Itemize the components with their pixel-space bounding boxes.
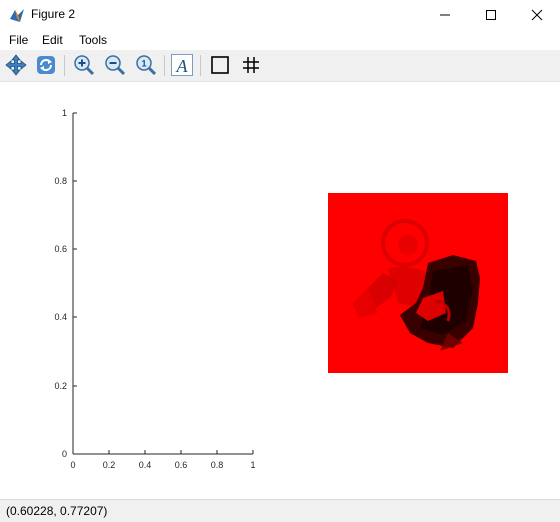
maximize-icon: [486, 10, 496, 20]
x-tick-label: 0.6: [175, 460, 188, 470]
minimize-button[interactable]: [422, 0, 468, 30]
maximize-button[interactable]: [468, 0, 514, 30]
figure-canvas[interactable]: 0 0.2 0.4 0.6 0.8 1 0 0.2 0.4 0.6 0.8 1: [0, 82, 560, 499]
window-title: Figure 2: [31, 7, 76, 21]
x-tick-label: 0: [70, 460, 75, 470]
y-tick-label: 0.2: [54, 381, 67, 391]
matlab-figure-icon: [8, 6, 26, 24]
close-button[interactable]: [514, 0, 560, 30]
menu-tools[interactable]: Tools: [79, 33, 108, 47]
toolbar-separator: [64, 55, 65, 76]
minimize-icon: [440, 14, 450, 16]
rotate-icon[interactable]: [34, 53, 58, 77]
toolbar: 1 A: [0, 50, 560, 82]
menu-file[interactable]: File: [9, 33, 29, 47]
x-tick-label: 0.4: [139, 460, 152, 470]
grid-toggle-icon[interactable]: [239, 53, 263, 77]
svg-text:1: 1: [141, 59, 146, 69]
close-icon: [531, 9, 543, 21]
cursor-coordinates: (0.60228, 0.77207): [6, 504, 108, 518]
zoom-in-icon[interactable]: [72, 53, 96, 77]
title-bar: Figure 2: [0, 0, 560, 30]
x-ticks: [72, 450, 254, 454]
y-tick-label: 1: [62, 108, 67, 118]
pan-icon[interactable]: [4, 53, 28, 77]
y-tick-label: 0.6: [54, 244, 67, 254]
y-tick-label: 0.4: [54, 312, 67, 322]
x-tick-label: 0.2: [103, 460, 116, 470]
y-ticks: [73, 112, 77, 455]
insert-text-icon[interactable]: A: [170, 53, 194, 77]
zoom-out-icon[interactable]: [103, 53, 127, 77]
zoom-reset-icon[interactable]: 1: [134, 53, 158, 77]
x-tick-label: 0.8: [211, 460, 224, 470]
toolbar-separator: [164, 55, 165, 76]
menu-bar: File Edit Tools: [0, 30, 560, 50]
box-toggle-icon[interactable]: [208, 53, 232, 77]
status-bar: (0.60228, 0.77207): [0, 499, 560, 522]
x-tick-label: 1: [250, 460, 255, 470]
toolbar-separator: [200, 55, 201, 76]
axes[interactable]: 0 0.2 0.4 0.6 0.8 1 0 0.2 0.4 0.6 0.8 1: [0, 82, 560, 499]
y-tick-label: 0.8: [54, 176, 67, 186]
y-tick-label: 0: [62, 449, 67, 459]
svg-text:A: A: [176, 56, 189, 76]
menu-edit[interactable]: Edit: [42, 33, 63, 47]
displayed-image: [328, 193, 508, 373]
